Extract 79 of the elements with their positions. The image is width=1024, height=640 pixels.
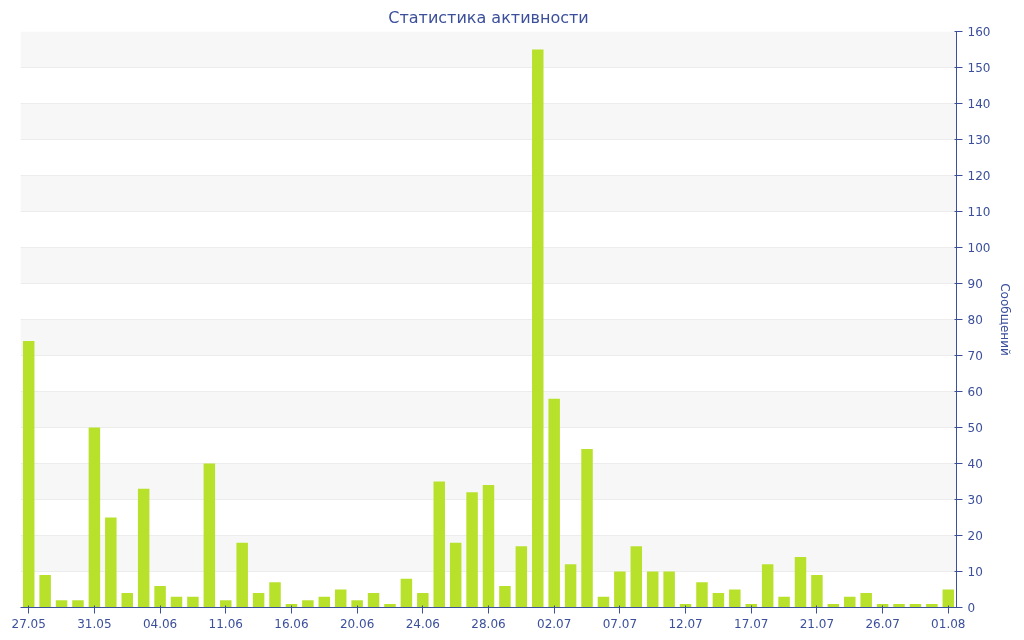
y-tick-label: 60 bbox=[967, 385, 983, 399]
bar bbox=[778, 596, 790, 608]
y-tick-label: 150 bbox=[967, 61, 991, 75]
x-tick-label: 24.06 bbox=[405, 616, 440, 631]
y-tick-label: 20 bbox=[967, 529, 983, 543]
bar bbox=[942, 589, 955, 608]
y-tick-label: 0 bbox=[967, 601, 976, 615]
bar bbox=[630, 546, 643, 608]
x-tick-label: 28.06 bbox=[471, 616, 506, 631]
x-tick-label: 21.07 bbox=[799, 616, 835, 631]
y-tick-label: 70 bbox=[967, 349, 983, 363]
bar bbox=[515, 546, 528, 608]
bar bbox=[761, 564, 774, 608]
y-tick-label: 90 bbox=[967, 277, 983, 291]
bar bbox=[121, 593, 133, 608]
bar bbox=[187, 596, 199, 608]
x-tick-label: 02.07 bbox=[537, 616, 572, 631]
bar bbox=[712, 593, 725, 608]
chart-title: Статистика активности bbox=[388, 7, 589, 27]
y-tick-label: 140 bbox=[967, 97, 991, 111]
bar bbox=[499, 585, 511, 608]
bar bbox=[72, 600, 84, 608]
x-tick-label: 11.06 bbox=[208, 616, 243, 631]
bar bbox=[39, 575, 51, 608]
bar bbox=[564, 564, 577, 608]
bar bbox=[105, 517, 117, 608]
bar bbox=[252, 593, 265, 608]
y-tick-label: 110 bbox=[967, 205, 991, 219]
bar bbox=[203, 463, 216, 608]
x-tick-label: 07.07 bbox=[602, 616, 638, 631]
bar bbox=[860, 593, 872, 608]
x-tick-label: 17.07 bbox=[734, 616, 769, 631]
y-tick-label: 50 bbox=[967, 421, 983, 435]
bar bbox=[696, 582, 708, 608]
bar bbox=[367, 593, 380, 608]
bar bbox=[482, 485, 495, 608]
bar bbox=[88, 427, 101, 608]
x-tick-label: 16.06 bbox=[274, 616, 309, 631]
x-tick-label: 26.07 bbox=[865, 616, 900, 631]
bar bbox=[794, 557, 807, 608]
bar bbox=[614, 571, 626, 608]
bar bbox=[844, 596, 856, 608]
bar bbox=[22, 341, 35, 608]
bar bbox=[581, 449, 593, 608]
x-tick-label: 12.07 bbox=[668, 616, 703, 631]
y-tick-label: 30 bbox=[967, 493, 983, 507]
bar bbox=[811, 575, 823, 608]
bar bbox=[334, 589, 347, 608]
x-tick-label: 01.08 bbox=[931, 616, 966, 631]
bar bbox=[417, 593, 429, 608]
y-tick-label: 80 bbox=[967, 313, 983, 327]
bar bbox=[302, 600, 314, 608]
y-axis-title: Сообщений bbox=[998, 283, 1013, 356]
y-tick-label: 120 bbox=[967, 169, 991, 183]
bar bbox=[466, 492, 478, 608]
bar bbox=[433, 481, 445, 608]
y-tick-label: 10 bbox=[967, 565, 983, 579]
bar bbox=[220, 600, 232, 608]
y-tick-label: 130 bbox=[967, 133, 991, 147]
bar bbox=[663, 571, 675, 608]
y-tick-label: 40 bbox=[967, 457, 983, 471]
bar bbox=[351, 600, 363, 608]
bar bbox=[729, 589, 741, 608]
bar bbox=[400, 578, 413, 608]
bar bbox=[55, 600, 68, 608]
bar bbox=[449, 542, 462, 608]
x-tick-label: 04.06 bbox=[142, 616, 178, 631]
bar bbox=[548, 398, 560, 608]
bar bbox=[137, 488, 150, 608]
y-tick-label: 100 bbox=[967, 241, 991, 255]
bar bbox=[269, 582, 281, 608]
bar bbox=[646, 571, 659, 608]
x-tick-label: 31.05 bbox=[77, 616, 112, 631]
x-tick-label: 27.05 bbox=[11, 616, 46, 631]
bar bbox=[532, 49, 544, 608]
bar bbox=[236, 542, 248, 608]
x-tick-label: 20.06 bbox=[339, 616, 375, 631]
bar bbox=[154, 585, 166, 608]
y-tick-label: 160 bbox=[967, 25, 991, 39]
